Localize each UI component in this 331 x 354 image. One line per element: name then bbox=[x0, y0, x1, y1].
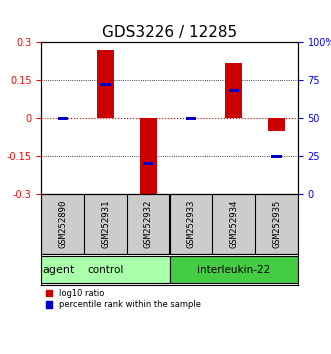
Bar bbox=[271, 155, 282, 158]
Bar bbox=[143, 162, 153, 165]
Bar bbox=[140, 118, 157, 194]
Bar bbox=[268, 118, 285, 131]
Text: control: control bbox=[87, 265, 124, 275]
Text: GSM252890: GSM252890 bbox=[58, 200, 67, 249]
FancyBboxPatch shape bbox=[169, 256, 298, 283]
Text: agent: agent bbox=[42, 265, 74, 275]
Bar bbox=[58, 117, 68, 120]
FancyBboxPatch shape bbox=[41, 256, 169, 283]
Bar bbox=[225, 63, 242, 118]
Bar bbox=[100, 84, 111, 86]
Text: GSM252931: GSM252931 bbox=[101, 200, 110, 249]
Text: interleukin-22: interleukin-22 bbox=[197, 265, 270, 275]
Bar bbox=[229, 90, 239, 92]
Text: GSM252935: GSM252935 bbox=[272, 200, 281, 249]
Bar bbox=[186, 117, 196, 120]
Title: GDS3226 / 12285: GDS3226 / 12285 bbox=[102, 25, 237, 40]
Text: GSM252932: GSM252932 bbox=[144, 200, 153, 249]
Legend: log10 ratio, percentile rank within the sample: log10 ratio, percentile rank within the … bbox=[46, 289, 201, 309]
Bar bbox=[97, 50, 114, 118]
Text: GSM252933: GSM252933 bbox=[186, 200, 196, 249]
Text: GSM252934: GSM252934 bbox=[229, 200, 238, 249]
